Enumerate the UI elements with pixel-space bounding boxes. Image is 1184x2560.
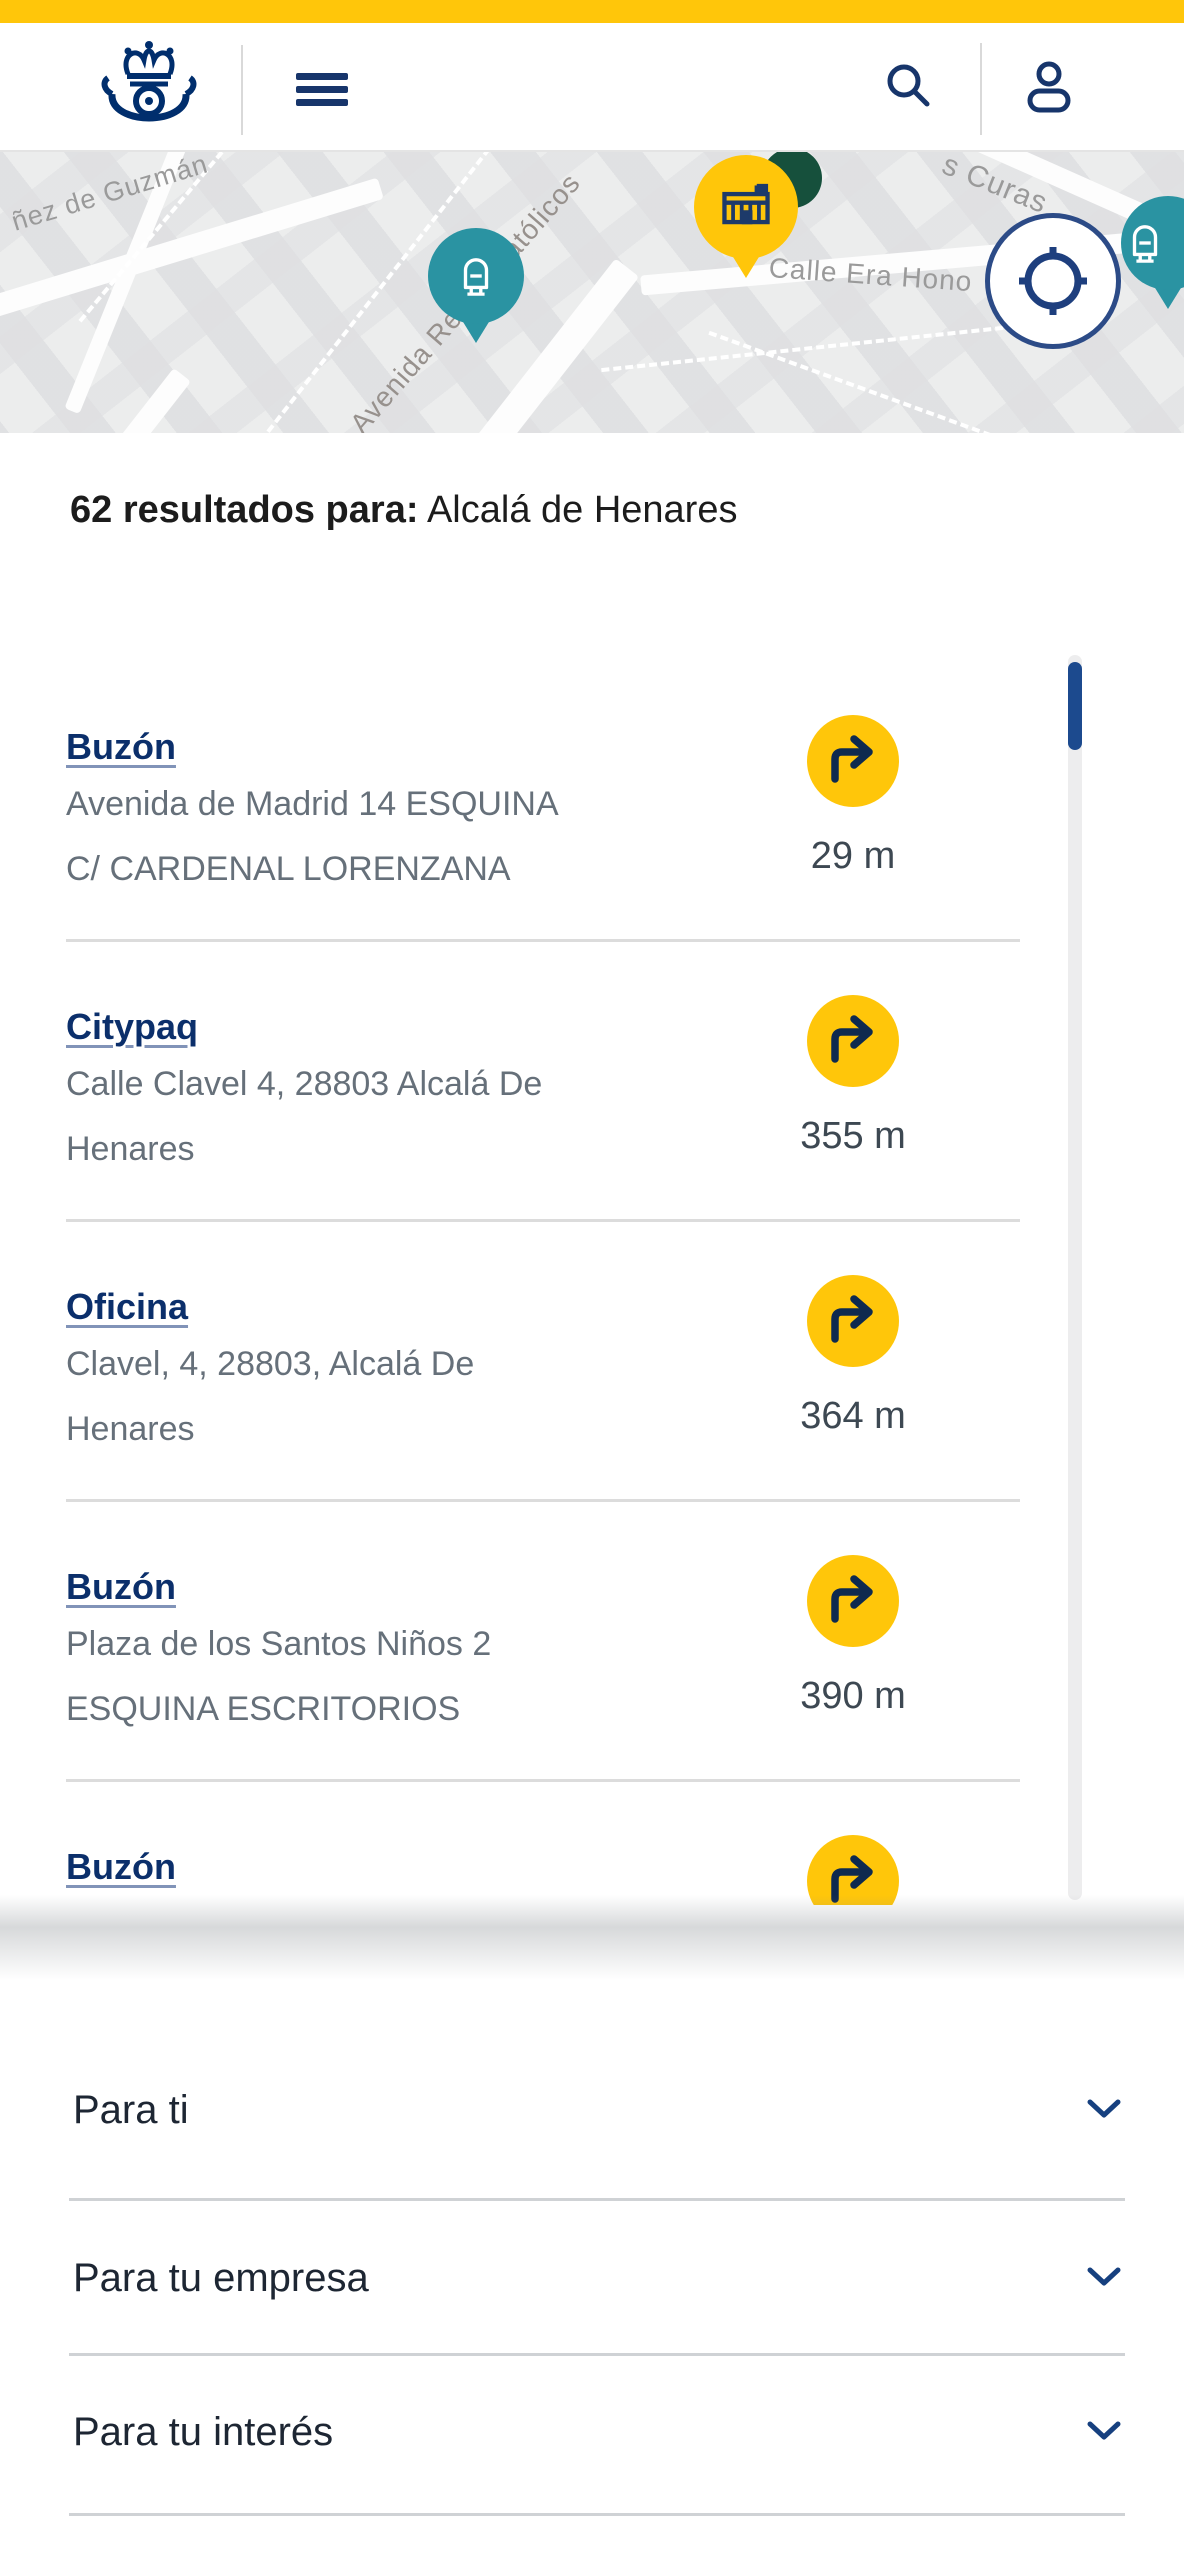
result-type-link[interactable]: Buzón [66,1846,176,1887]
header-divider [980,43,982,135]
chevron-down-icon[interactable] [1086,2098,1122,2120]
turn-right-arrow-icon [831,1855,873,1903]
result-item: Buzón Avenida de Madrid 14 ESQUINA C/ CA… [66,662,1020,942]
result-item: Buzón [66,1782,1020,1905]
result-address-line1: Calle Clavel 4, 28803 Alcalá De [66,1065,543,1103]
result-item: Oficina Clavel, 4, 28803, Alcalá De Hena… [66,1222,1020,1502]
street-label: ñez de Guzmán [8,152,212,237]
directions-button[interactable] [807,715,899,807]
list-divider [66,1779,1020,1782]
accordion-divider [69,2353,1125,2356]
accordion-para-tu-empresa[interactable]: Para tu empresa [73,2256,369,2300]
turn-right-arrow-icon [831,1015,873,1063]
chevron-down-icon[interactable] [1086,2266,1122,2288]
sheet-bottom-shadow [0,1895,1184,1980]
result-item: Citypaq Calle Clavel 4, 28803 Alcalá De … [66,942,1020,1222]
directions-button[interactable] [807,1275,899,1367]
directions-button[interactable] [807,1835,899,1905]
result-address-line1: Plaza de los Santos Niños 2 [66,1625,492,1663]
map-dashed-line [708,330,992,433]
result-address-line1: Clavel, 4, 28803, Alcalá De [66,1345,475,1383]
directions-button[interactable] [807,995,899,1087]
result-address-line2: Henares [66,1410,195,1448]
results-query: Alcalá de Henares [426,489,738,531]
result-type-link[interactable]: Citypaq [66,1006,199,1047]
turn-right-arrow-icon [831,1295,873,1343]
accordion-para-ti[interactable]: Para ti [73,2088,189,2132]
list-divider [66,939,1020,942]
result-distance: 364 m [800,1395,906,1437]
scrollbar-track[interactable] [1068,655,1082,1900]
results-list: Buzón Avenida de Madrid 14 ESQUINA C/ CA… [0,650,1184,1905]
result-distance: 390 m [800,1675,906,1717]
map-street [0,368,192,433]
header-divider [241,45,243,135]
scrollbar-thumb[interactable] [1068,662,1082,750]
turn-right-arrow-icon [831,1575,873,1623]
list-divider [66,1219,1020,1222]
result-type-link[interactable]: Oficina [66,1286,189,1327]
header [0,23,1184,152]
result-item: Buzón Plaza de los Santos Niños 2 ESQUIN… [66,1502,1020,1782]
results-count: 62 resultados para: [70,489,419,531]
result-type-link[interactable]: Buzón [66,726,176,767]
results-heading: 62 resultados para: Alcalá de Henares [70,488,737,532]
correos-logo-icon[interactable] [94,37,204,139]
accordion-divider [69,2198,1125,2201]
account-person-icon[interactable] [1025,61,1073,113]
result-address-line2: ESQUINA ESCRITORIOS [66,1690,461,1728]
brand-top-bar [0,0,1184,23]
locate-me-button[interactable] [985,213,1121,349]
mailbox-pin-icon[interactable] [428,228,524,324]
accordion-para-tu-interes[interactable]: Para tu interés [73,2410,334,2454]
chevron-down-icon[interactable] [1086,2420,1122,2442]
result-type-link[interactable]: Buzón [66,1566,176,1607]
result-distance: 29 m [810,835,896,877]
directions-button[interactable] [807,1555,899,1647]
search-icon[interactable] [884,61,932,113]
accordion-divider [69,2513,1125,2516]
post-office-pin-icon[interactable] [694,155,798,259]
crosshair-target-icon [1019,247,1087,315]
result-address-line2: C/ CARDENAL LORENZANA [66,850,511,888]
map[interactable]: ñez de Guzmán Avenida Reyes Católicos Ca… [0,152,1184,433]
result-address-line2: Henares [66,1130,195,1168]
turn-right-arrow-icon [831,735,873,783]
result-distance: 355 m [800,1115,906,1157]
result-address-line1: Avenida de Madrid 14 ESQUINA [66,785,559,823]
list-divider [66,1499,1020,1502]
hamburger-menu-icon[interactable] [296,73,348,112]
